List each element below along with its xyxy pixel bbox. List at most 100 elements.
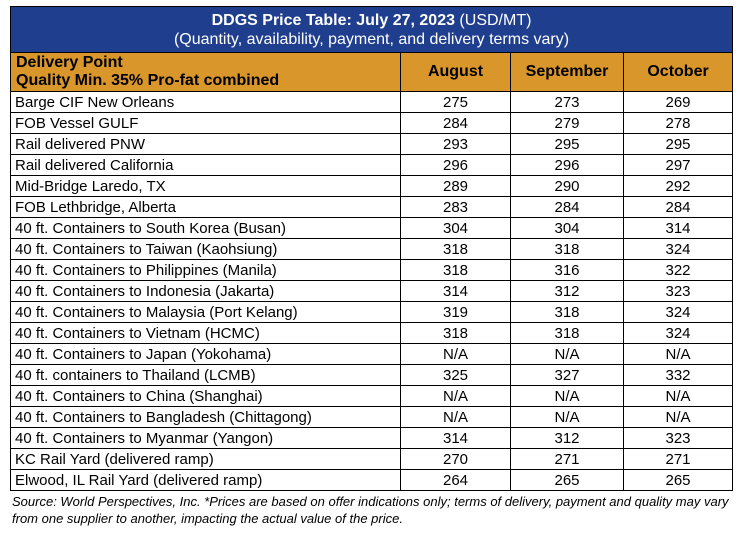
quality-label: Quality Min. 35% Pro-fat combined (16, 72, 280, 89)
table-row: FOB Lethbridge, Alberta 283 284 284 (10, 196, 734, 218)
month-header-september: September (510, 52, 624, 92)
delivery-point-cell: 40 ft. Containers to Malaysia (Port Kela… (10, 301, 401, 323)
price-cell-august: 296 (400, 154, 511, 176)
price-cell-august: 318 (400, 238, 511, 260)
price-cell-october: 265 (622, 469, 734, 491)
price-cell-october: 269 (622, 91, 734, 113)
delivery-point-cell: 40 ft. Containers to Taiwan (Kaohsiung) (10, 238, 401, 260)
price-cell-august: 284 (400, 112, 511, 134)
table-row: 40 ft. Containers to Myanmar (Yangon) 314… (10, 427, 734, 449)
price-cell-october: 295 (622, 133, 734, 155)
table-subtitle: (Quantity, availability, payment, and de… (173, 30, 570, 48)
price-cell-september: 295 (510, 133, 624, 155)
price-cell-october: 322 (622, 259, 734, 281)
delivery-point-cell: Rail delivered PNW (10, 133, 401, 155)
price-cell-september: 265 (510, 469, 624, 491)
table-row: 40 ft. containers to Thailand (LCMB) 325 3… (10, 364, 734, 386)
table-row: FOB Vessel GULF 284 279 278 (10, 112, 734, 134)
table-row: Barge CIF New Orleans 275 273 269 (10, 91, 734, 113)
price-cell-august: 283 (400, 196, 511, 218)
delivery-point-cell: Elwood, IL Rail Yard (delivered ramp) (10, 469, 401, 491)
table-row: Elwood, IL Rail Yard (delivered ramp) 264… (10, 469, 734, 491)
table-row: 40 ft. Containers to Taiwan (Kaohsiung) 3… (10, 238, 734, 260)
price-cell-october: 292 (622, 175, 734, 197)
price-table-container: DDGS Price Table: July 27, 2023 (USD/MT)… (9, 6, 734, 527)
price-cell-august: N/A (400, 406, 511, 428)
source-note: Source: World Perspectives, Inc. *Prices… (12, 494, 729, 526)
delivery-point-cell: Rail delivered California (10, 154, 401, 176)
price-cell-september: 304 (510, 217, 624, 239)
price-cell-september: 273 (510, 91, 624, 113)
table-row: 40 ft. Containers to Malaysia (Port Kela… (10, 301, 734, 323)
table-row: 40 ft. Containers to Indonesia (Jakarta)… (10, 280, 734, 302)
table-row: KC Rail Yard (delivered ramp) 270 271 271 (10, 448, 734, 470)
price-cell-september: 318 (510, 322, 624, 344)
price-cell-october: N/A (622, 343, 734, 365)
price-cell-september: 279 (510, 112, 624, 134)
delivery-point-cell: 40 ft. Containers to Japan (Yokohama) (10, 343, 401, 365)
price-cell-august: 314 (400, 427, 511, 449)
price-cell-october: 297 (622, 154, 734, 176)
price-cell-august: 325 (400, 364, 511, 386)
delivery-point-cell: KC Rail Yard (delivered ramp) (10, 448, 401, 470)
price-cell-october: 324 (622, 301, 734, 323)
price-cell-september: 271 (510, 448, 624, 470)
price-cell-september: 318 (510, 238, 624, 260)
price-table: DDGS Price Table: July 27, 2023 (USD/MT)… (9, 6, 734, 491)
price-cell-august: N/A (400, 385, 511, 407)
table-row: 40 ft. Containers to South Korea (Busan)… (10, 217, 734, 239)
price-cell-august: 275 (400, 91, 511, 113)
delivery-point-cell: 40 ft. Containers to Myanmar (Yangon) (10, 427, 401, 449)
price-cell-august: 289 (400, 175, 511, 197)
table-row: 40 ft. Containers to Japan (Yokohama) N/A… (10, 343, 734, 365)
table-row: 40 ft. Containers to Bangladesh (Chittag… (10, 406, 734, 428)
delivery-point-cell: 40 ft. Containers to Indonesia (Jakarta) (10, 280, 401, 302)
price-cell-september: 318 (510, 301, 624, 323)
price-cell-october: 278 (622, 112, 734, 134)
price-cell-october: 323 (622, 427, 734, 449)
price-cell-october: 332 (622, 364, 734, 386)
price-cell-september: 290 (510, 175, 624, 197)
price-cell-september: 312 (510, 427, 624, 449)
price-cell-august: 318 (400, 322, 511, 344)
price-cell-august: 318 (400, 259, 511, 281)
price-cell-october: N/A (622, 406, 734, 428)
price-cell-august: 264 (400, 469, 511, 491)
delivery-point-cell: 40 ft. Containers to Philippines (Manila… (10, 259, 401, 281)
header-row: Delivery Point Quality Min. 35% Pro-fat … (10, 52, 734, 92)
delivery-point-label: Delivery Point (16, 54, 123, 71)
delivery-point-cell: 40 ft. Containers to China (Shanghai) (10, 385, 401, 407)
delivery-point-cell: 40 ft. Containers to Bangladesh (Chittag… (10, 406, 401, 428)
delivery-point-cell: Barge CIF New Orleans (10, 91, 401, 113)
price-cell-august: 293 (400, 133, 511, 155)
table-body: Barge CIF New Orleans 275 273 269 FOB Vessel… (10, 91, 734, 491)
price-cell-august: N/A (400, 343, 511, 365)
delivery-point-cell: FOB Lethbridge, Alberta (10, 196, 401, 218)
price-cell-september: N/A (510, 406, 624, 428)
price-cell-september: 327 (510, 364, 624, 386)
table-unit: (USD/MT) (454, 11, 532, 29)
price-cell-august: 270 (400, 448, 511, 470)
price-cell-october: 271 (622, 448, 734, 470)
price-cell-october: 284 (622, 196, 734, 218)
price-cell-october: 314 (622, 217, 734, 239)
delivery-point-cell: 40 ft. Containers to Vietnam (HCMC) (10, 322, 401, 344)
month-header-august: August (400, 52, 511, 92)
table-row: 40 ft. Containers to Philippines (Manila… (10, 259, 734, 281)
delivery-point-header: Delivery Point Quality Min. 35% Pro-fat … (10, 52, 401, 92)
table-row: 40 ft. Containers to China (Shanghai) N/A… (10, 385, 734, 407)
price-cell-september: 284 (510, 196, 624, 218)
delivery-point-cell: FOB Vessel GULF (10, 112, 401, 134)
price-cell-august: 319 (400, 301, 511, 323)
delivery-point-cell: 40 ft. containers to Thailand (LCMB) (10, 364, 401, 386)
price-cell-august: 314 (400, 280, 511, 302)
price-cell-september: N/A (510, 343, 624, 365)
price-cell-october: N/A (622, 385, 734, 407)
month-header-october: October (622, 52, 734, 92)
title-cell: DDGS Price Table: July 27, 2023 (USD/MT)… (9, 6, 734, 53)
table-row: Rail delivered PNW 293 295 295 (10, 133, 734, 155)
price-cell-september: 316 (510, 259, 624, 281)
table-title: DDGS Price Table: July 27, 2023 (211, 11, 455, 29)
price-cell-september: 312 (510, 280, 624, 302)
table-row: 40 ft. Containers to Vietnam (HCMC) 318 31… (10, 322, 734, 344)
